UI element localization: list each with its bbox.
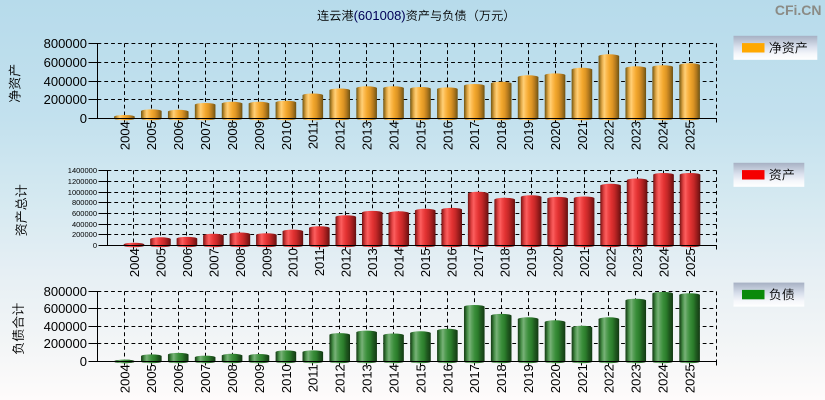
svg-text:2023: 2023	[630, 248, 645, 277]
svg-text:600000: 600000	[44, 301, 87, 316]
svg-text:(601008): (601008)	[354, 8, 406, 23]
svg-text:2010: 2010	[279, 364, 294, 393]
svg-text:2004: 2004	[117, 364, 132, 393]
svg-text:1000000: 1000000	[68, 188, 97, 197]
svg-text:2025: 2025	[683, 248, 698, 277]
svg-text:2016: 2016	[440, 121, 455, 150]
svg-text:2015: 2015	[413, 364, 428, 393]
svg-text:2024: 2024	[656, 364, 671, 393]
svg-text:2007: 2007	[198, 121, 213, 150]
svg-text:2013: 2013	[365, 248, 380, 277]
svg-text:2020: 2020	[548, 364, 563, 393]
svg-text:2021: 2021	[575, 121, 590, 150]
svg-text:2008: 2008	[233, 248, 248, 277]
svg-text:2009: 2009	[252, 364, 267, 393]
svg-text:2011: 2011	[312, 248, 327, 276]
svg-text:800000: 800000	[44, 36, 87, 51]
svg-text:2014: 2014	[386, 364, 401, 393]
svg-text:2007: 2007	[206, 248, 221, 277]
svg-text:2015: 2015	[413, 121, 428, 150]
svg-text:200000: 200000	[72, 230, 97, 239]
svg-text:2020: 2020	[548, 121, 563, 150]
svg-text:0: 0	[80, 354, 87, 369]
svg-text:2012: 2012	[333, 121, 348, 150]
svg-text:2021: 2021	[577, 248, 592, 277]
svg-text:2012: 2012	[333, 364, 348, 393]
svg-text:2021: 2021	[575, 364, 590, 393]
svg-text:2011: 2011	[306, 121, 321, 149]
svg-text:2013: 2013	[360, 364, 375, 393]
svg-text:2005: 2005	[153, 248, 168, 277]
svg-text:1400000: 1400000	[68, 166, 97, 175]
svg-text:0: 0	[80, 111, 87, 126]
svg-text:600000: 600000	[44, 55, 87, 70]
svg-text:600000: 600000	[72, 209, 97, 218]
svg-text:2017: 2017	[467, 364, 482, 393]
svg-text:2019: 2019	[521, 364, 536, 393]
svg-text:0: 0	[93, 241, 97, 250]
svg-text:2022: 2022	[602, 121, 617, 150]
svg-text:2024: 2024	[656, 121, 671, 150]
svg-text:2019: 2019	[524, 248, 539, 277]
svg-text:2019: 2019	[521, 121, 536, 150]
svg-text:2005: 2005	[144, 121, 159, 150]
svg-text:2015: 2015	[418, 248, 433, 277]
svg-text:2018: 2018	[494, 121, 509, 150]
svg-text:2020: 2020	[551, 248, 566, 277]
svg-text:2023: 2023	[629, 121, 644, 150]
svg-text:2007: 2007	[198, 364, 213, 393]
svg-text:2004: 2004	[127, 248, 142, 277]
svg-text:2011: 2011	[306, 364, 321, 392]
svg-text:1200000: 1200000	[68, 177, 97, 186]
svg-text:2004: 2004	[117, 121, 132, 150]
svg-text:2005: 2005	[144, 364, 159, 393]
svg-text:2014: 2014	[386, 121, 401, 150]
svg-text:2017: 2017	[471, 248, 486, 277]
svg-text:2018: 2018	[498, 248, 513, 277]
svg-text:400000: 400000	[44, 319, 87, 334]
svg-text:400000: 400000	[44, 74, 87, 89]
svg-text:2009: 2009	[259, 248, 274, 277]
svg-text:2012: 2012	[339, 248, 354, 277]
svg-text:800000: 800000	[72, 198, 97, 207]
svg-text:2022: 2022	[602, 364, 617, 393]
svg-text:2024: 2024	[656, 248, 671, 277]
svg-text:2014: 2014	[392, 248, 407, 277]
svg-text:2022: 2022	[603, 248, 618, 277]
svg-text:2006: 2006	[180, 248, 195, 277]
svg-text:2008: 2008	[225, 364, 240, 393]
svg-text:2017: 2017	[467, 121, 482, 150]
svg-text:200000: 200000	[44, 92, 87, 107]
svg-text:2016: 2016	[440, 364, 455, 393]
svg-text:2006: 2006	[171, 364, 186, 393]
svg-text:2018: 2018	[494, 364, 509, 393]
svg-text:400000: 400000	[72, 220, 97, 229]
svg-text:2010: 2010	[286, 248, 301, 277]
svg-text:2006: 2006	[171, 121, 186, 150]
svg-text:2025: 2025	[682, 364, 697, 393]
svg-text:2023: 2023	[629, 364, 644, 393]
svg-text:2010: 2010	[279, 121, 294, 150]
svg-text:CFi.CN: CFi.CN	[775, 2, 822, 18]
svg-text:2016: 2016	[445, 248, 460, 277]
svg-text:200000: 200000	[44, 336, 87, 351]
svg-text:2009: 2009	[252, 121, 267, 150]
svg-text:800000: 800000	[44, 284, 87, 299]
svg-text:2013: 2013	[360, 121, 375, 150]
svg-text:2025: 2025	[682, 121, 697, 150]
svg-text:2008: 2008	[225, 121, 240, 150]
